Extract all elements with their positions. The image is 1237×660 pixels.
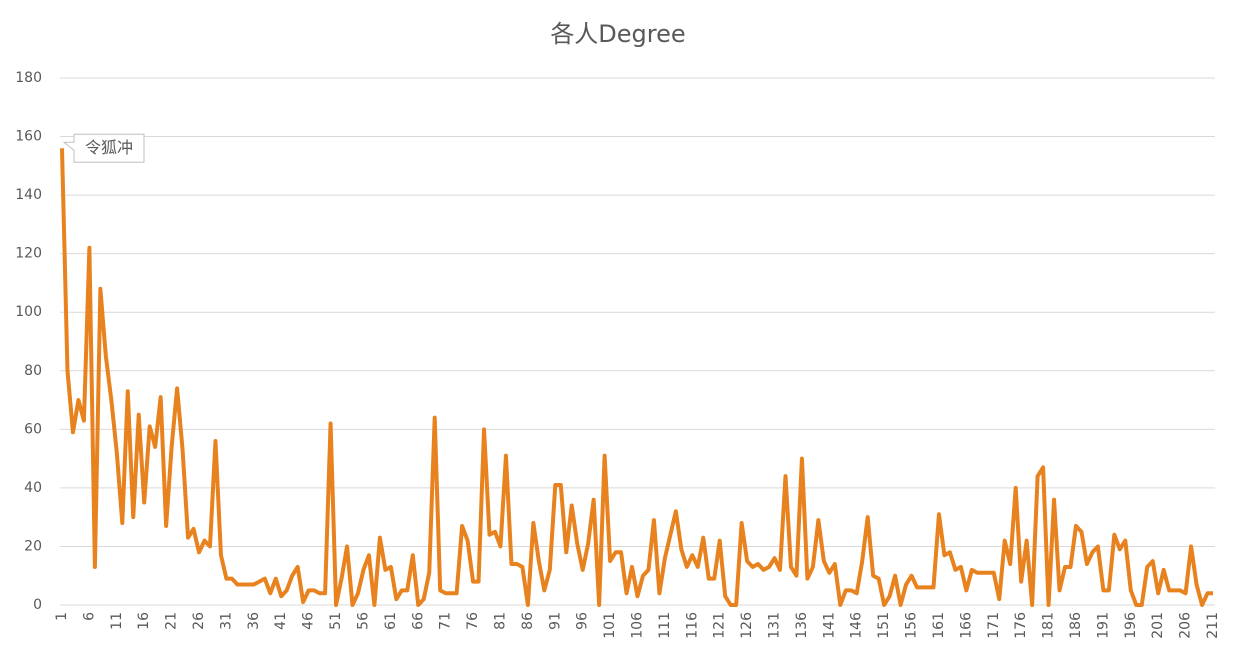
y-tick-label: 100 [15, 304, 42, 320]
x-tick-label: 181 [1041, 612, 1057, 639]
x-tick-label: 51 [328, 612, 344, 630]
x-tick-label: 41 [273, 612, 289, 630]
chart-title: 各人Degree [550, 20, 685, 48]
x-tick-label: 191 [1095, 612, 1111, 639]
x-tick-label: 176 [1013, 612, 1029, 639]
y-tick-label: 40 [24, 480, 42, 496]
x-tick-label: 81 [492, 612, 508, 630]
x-tick-label: 136 [794, 612, 810, 639]
x-tick-label: 21 [164, 612, 180, 630]
y-tick-label: 0 [33, 597, 42, 613]
y-tick-label: 140 [15, 187, 42, 203]
x-tick-label: 131 [767, 612, 783, 639]
y-tick-label: 180 [15, 70, 42, 86]
x-tick-label: 106 [630, 612, 646, 639]
data-line [60, 148, 1213, 607]
x-tick-label: 56 [355, 612, 371, 630]
y-tick-label: 120 [15, 246, 42, 262]
x-tick-label: 201 [1150, 612, 1166, 639]
y-tick-label: 20 [24, 538, 42, 554]
x-tick-label: 76 [465, 612, 481, 630]
x-tick-label: 96 [575, 612, 591, 630]
x-tick-label: 71 [438, 612, 454, 630]
x-tick-label: 161 [931, 612, 947, 639]
x-tick-label: 126 [739, 612, 755, 639]
x-tick-label: 31 [218, 612, 234, 630]
x-tick-label: 101 [602, 612, 618, 639]
x-tick-label: 206 [1178, 612, 1194, 639]
x-tick-label: 146 [849, 612, 865, 639]
x-tick-label: 1 [54, 612, 70, 621]
x-tick-label: 111 [657, 612, 673, 639]
x-tick-label: 16 [136, 612, 152, 630]
x-tick-label: 121 [712, 612, 728, 639]
x-tick-label: 61 [383, 612, 399, 630]
x-tick-label: 86 [520, 612, 536, 630]
x-tick-label: 141 [821, 612, 837, 639]
x-tick-label: 186 [1068, 612, 1084, 639]
x-tick-label: 11 [109, 612, 125, 630]
x-tick-label: 66 [410, 612, 426, 630]
y-tick-label: 80 [24, 363, 42, 379]
x-tick-label: 196 [1123, 612, 1139, 639]
x-tick-label: 91 [547, 612, 563, 630]
x-tick-label: 166 [958, 612, 974, 639]
x-tick-label: 46 [301, 612, 317, 630]
y-tick-label: 160 [15, 129, 42, 145]
x-tick-label: 6 [81, 612, 97, 621]
x-tick-label: 156 [904, 612, 920, 639]
x-tick-label: 36 [246, 612, 262, 630]
x-tick-label: 116 [684, 612, 700, 639]
x-tick-label: 26 [191, 612, 207, 630]
x-tick-label: 171 [986, 612, 1002, 639]
x-tick-label: 211 [1205, 612, 1221, 639]
y-tick-label: 60 [24, 421, 42, 437]
annotation: 令狐冲 [85, 138, 133, 157]
x-tick-label: 151 [876, 612, 892, 639]
annotation-box [62, 133, 145, 163]
